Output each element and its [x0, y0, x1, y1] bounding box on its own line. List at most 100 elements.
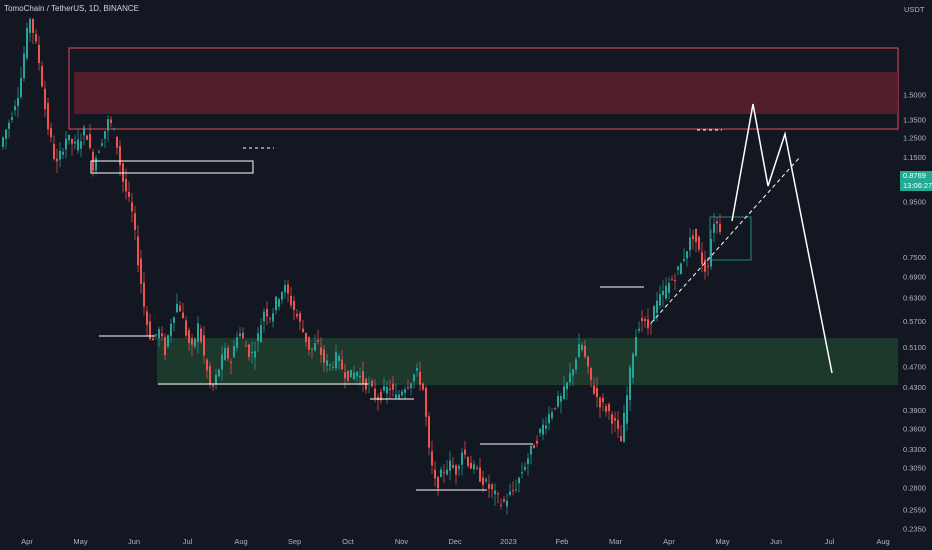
candle-body	[590, 367, 592, 380]
time-tick-label: Jul	[825, 537, 835, 546]
candle-body	[152, 338, 154, 341]
candle-body	[446, 469, 448, 475]
candle-body	[623, 412, 625, 442]
candle-body	[488, 483, 490, 489]
candle-body	[296, 313, 298, 317]
candle-body	[293, 300, 295, 311]
candle-body	[107, 119, 109, 131]
price-tick-label: 1.2500	[903, 133, 926, 142]
price-tick-label: 0.3900	[903, 406, 926, 415]
candle-body	[65, 138, 67, 150]
candle-body	[491, 484, 493, 490]
time-tick-label: Jun	[128, 537, 140, 546]
candle-body	[47, 102, 49, 130]
price-tick-label: 0.9500	[903, 198, 926, 207]
candle-body	[251, 351, 253, 354]
candle-body	[476, 467, 478, 469]
candle-body	[659, 294, 661, 306]
candle-body	[218, 369, 220, 377]
candle-body	[485, 479, 487, 482]
candle-body	[449, 460, 451, 471]
candle-body	[149, 321, 151, 339]
candle-body	[506, 500, 508, 507]
candle-body	[20, 77, 22, 98]
candle-body	[347, 370, 349, 381]
candle-body	[206, 359, 208, 371]
candle-body	[557, 395, 559, 407]
time-tick-label: Sep	[288, 537, 301, 546]
time-tick-label: Jul	[183, 537, 193, 546]
candle-body	[599, 397, 601, 408]
candle-body	[620, 436, 622, 442]
candle-body	[380, 391, 382, 401]
price-tick-label: 0.3300	[903, 445, 926, 454]
candle-body	[521, 472, 523, 474]
candle-body	[278, 299, 280, 307]
candle-body	[56, 158, 58, 162]
candle-body	[185, 320, 187, 336]
candle-body	[635, 336, 637, 357]
candle-body	[221, 354, 223, 370]
candle-body	[611, 414, 613, 424]
candle-body	[428, 416, 430, 448]
price-tick-label: 1.1500	[903, 153, 926, 162]
candle-body	[14, 106, 16, 111]
candle-body	[500, 505, 502, 507]
candle-body	[554, 407, 556, 409]
candle-body	[86, 135, 88, 140]
candle-body	[386, 387, 388, 394]
candle-body	[326, 360, 328, 366]
candle-body	[677, 266, 679, 270]
candle-body	[575, 359, 577, 370]
time-tick-label: Apr	[663, 537, 675, 546]
candle-body	[104, 131, 106, 139]
candle-body	[374, 388, 376, 399]
candle-body	[35, 34, 37, 42]
candle-body	[212, 385, 214, 387]
candle-body	[179, 305, 181, 312]
candle-body	[17, 97, 19, 106]
candle-body	[167, 335, 169, 347]
candle-body	[254, 351, 256, 358]
candle-body	[242, 332, 244, 338]
candle-body	[533, 445, 535, 449]
candle-body	[653, 306, 655, 321]
candle-body	[101, 143, 103, 146]
candle-body	[560, 396, 562, 402]
candle-body	[224, 348, 226, 360]
candle-body	[596, 388, 598, 397]
candle-body	[524, 466, 526, 470]
candle-body	[707, 265, 709, 267]
candle-body	[662, 290, 664, 296]
price-tick-label: 0.2800	[903, 484, 926, 493]
candle-body	[617, 420, 619, 429]
candle-body	[89, 133, 91, 148]
candle-body	[548, 414, 550, 424]
candle-body	[230, 362, 232, 364]
price-tick-label: 0.7500	[903, 253, 926, 262]
candle-body	[191, 338, 193, 345]
candle-body	[392, 383, 394, 390]
candle-body	[710, 238, 712, 267]
candle-body	[704, 259, 706, 272]
candle-body	[470, 462, 472, 469]
candle-body	[62, 151, 64, 155]
candle-body	[482, 477, 484, 485]
time-axis[interactable]: Apr May Jun Jul Aug Sep Oct Nov Dec 2023 Feb Mar Apr…	[21, 537, 890, 546]
candle-body	[551, 412, 553, 418]
candle-body	[44, 88, 46, 110]
price-tick-label: 0.3600	[903, 425, 926, 434]
candle-body	[473, 464, 475, 470]
candle-body	[194, 338, 196, 347]
candle-body	[647, 319, 649, 329]
candle-body	[23, 53, 25, 79]
candle-body	[215, 374, 217, 384]
time-tick-label: Jun	[770, 537, 782, 546]
candle-body	[644, 318, 646, 322]
price-axis[interactable]: 1.50001.35001.25001.15001.05000.95000.75…	[903, 91, 926, 534]
candle-body	[692, 235, 694, 240]
candle-body	[173, 317, 175, 323]
zigzag-projection	[731, 103, 833, 374]
candle-body	[29, 19, 31, 33]
